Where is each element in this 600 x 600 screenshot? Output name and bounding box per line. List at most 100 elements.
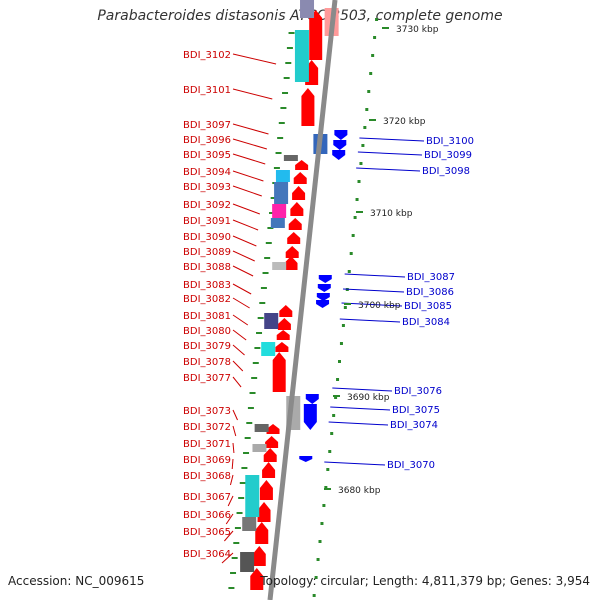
scale-label: 3690 kbp <box>347 393 390 403</box>
forward-gene-arrow <box>285 246 299 258</box>
tick-mark <box>367 90 371 93</box>
gene-label: BDI_3096 <box>183 135 231 146</box>
tick-mark <box>369 72 373 75</box>
label-connector <box>232 425 237 437</box>
tick-mark <box>365 108 369 111</box>
feature-box <box>252 444 267 452</box>
feature-box <box>274 182 289 204</box>
gene-label: BDI_3081 <box>183 311 231 322</box>
scale-labels: 3730 kbp 3720 kbp 3710 kbp 3700 kbp 3690 kbp… <box>324 25 439 496</box>
forward-gene-arrow <box>266 424 280 434</box>
gene-label: BDI_3083 <box>183 280 231 291</box>
gene-label: BDI_3078 <box>183 357 231 368</box>
forward-gene-arrow <box>295 160 309 170</box>
tick-mark <box>338 360 341 363</box>
label-connector <box>330 406 391 411</box>
tick-mark <box>363 126 367 129</box>
reverse-gene-arrow <box>305 394 319 404</box>
accession-label: Accession: NC_009615 <box>8 574 145 588</box>
tick-mark <box>359 162 363 165</box>
gene-label: BDI_3092 <box>183 200 231 211</box>
forward-gene-arrow <box>265 436 279 448</box>
gene-label: BDI_3080 <box>183 326 231 337</box>
tick-mark <box>256 332 263 334</box>
tick-mark <box>230 572 237 574</box>
gene-label: BDI_3066 <box>183 510 231 521</box>
tick-mark <box>257 317 264 319</box>
tick-mark <box>336 378 340 381</box>
scale-label: 3700 kbp <box>358 301 401 311</box>
label-connector <box>232 329 247 341</box>
tick-mark <box>361 144 365 147</box>
reverse-gene-arrow <box>318 275 332 283</box>
scale-label: 3730 kbp <box>396 25 439 35</box>
gene-track <box>240 0 348 590</box>
tick-mark <box>273 167 280 169</box>
tick-mark <box>228 587 235 589</box>
gene-label: BDI_3085 <box>404 301 452 312</box>
label-connector <box>232 170 264 182</box>
label-connector <box>221 552 234 564</box>
reverse-gene-arrow <box>332 150 346 160</box>
label-connector <box>232 53 277 65</box>
label-connector <box>232 360 244 372</box>
gene-label: BDI_3097 <box>183 120 231 131</box>
scale-tick <box>382 27 389 29</box>
scale-tick <box>356 211 363 213</box>
reverse-gene-arrow <box>333 140 347 150</box>
forward-gene-arrow <box>275 342 289 352</box>
label-connector <box>232 219 259 231</box>
forward-gene-arrow <box>252 546 266 566</box>
gene-label: BDI_3089 <box>183 247 231 258</box>
tick-mark <box>275 152 282 154</box>
tick-mark <box>334 396 338 399</box>
forward-gene-arrow <box>250 568 264 590</box>
tick-mark <box>355 198 359 201</box>
gene-label: BDI_3065 <box>183 527 231 538</box>
tick-mark <box>347 270 351 273</box>
scale-tick <box>369 119 376 121</box>
tick-mark <box>244 437 251 439</box>
label-connector <box>357 151 423 156</box>
tick-mark <box>330 432 334 435</box>
tick-mark <box>278 122 285 124</box>
gene-label: BDI_3076 <box>394 386 442 397</box>
gene-label: BDI_3068 <box>183 471 231 482</box>
gene-label: BDI_3069 <box>183 455 231 466</box>
feature-box <box>300 0 315 18</box>
feature-box <box>272 262 287 270</box>
tick-mark <box>343 306 347 309</box>
tick-mark <box>286 47 293 49</box>
forward-gene-arrow <box>255 522 269 544</box>
gene-label: BDI_3067 <box>183 492 231 503</box>
tick-mark <box>243 452 250 454</box>
tick-mark <box>328 450 332 453</box>
gene-label: BDI_3079 <box>183 341 231 352</box>
forward-gene-arrow <box>263 448 277 462</box>
label-connector <box>232 235 257 247</box>
label-connector <box>339 318 401 323</box>
tick-mark <box>375 18 379 21</box>
tick-mark <box>246 422 253 424</box>
label-connector <box>232 203 260 215</box>
gene-label: BDI_3093 <box>183 182 231 193</box>
reverse-gene-arrow <box>334 130 348 140</box>
reverse-gene-arrow <box>317 284 331 292</box>
reverse-gene-arrow <box>316 300 330 308</box>
label-connector <box>231 458 234 470</box>
forward-gene-arrow <box>293 172 307 184</box>
tick-mark <box>236 512 243 514</box>
label-connector <box>232 265 254 277</box>
label-connector <box>328 421 389 426</box>
forward-gene-arrow <box>309 10 323 60</box>
scale-label: 3710 kbp <box>370 209 413 219</box>
label-connector <box>232 376 242 388</box>
tick-mark <box>322 504 326 507</box>
map-title: Parabacteroides distasonis ATCC 8503, co… <box>97 8 503 24</box>
gene-label: BDI_3102 <box>183 50 231 61</box>
forward-gene-arrow <box>272 352 286 392</box>
feature-box <box>272 204 287 218</box>
feature-box <box>283 155 298 161</box>
gene-labels: BDI_3102 BDI_3101 BDI_3097 BDI_3096 BDI_3095… <box>183 50 474 560</box>
